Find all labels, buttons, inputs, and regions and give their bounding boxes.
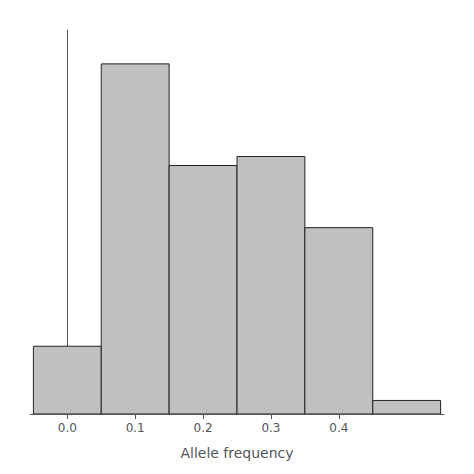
svg-text:0.2: 0.2 [194,421,213,435]
svg-text:0.0: 0.0 [58,421,77,435]
svg-text:0.4: 0.4 [329,421,348,435]
svg-text:Allele frequency: Allele frequency [180,445,293,461]
svg-text:0.1: 0.1 [126,421,145,435]
svg-text:0.3: 0.3 [261,421,280,435]
